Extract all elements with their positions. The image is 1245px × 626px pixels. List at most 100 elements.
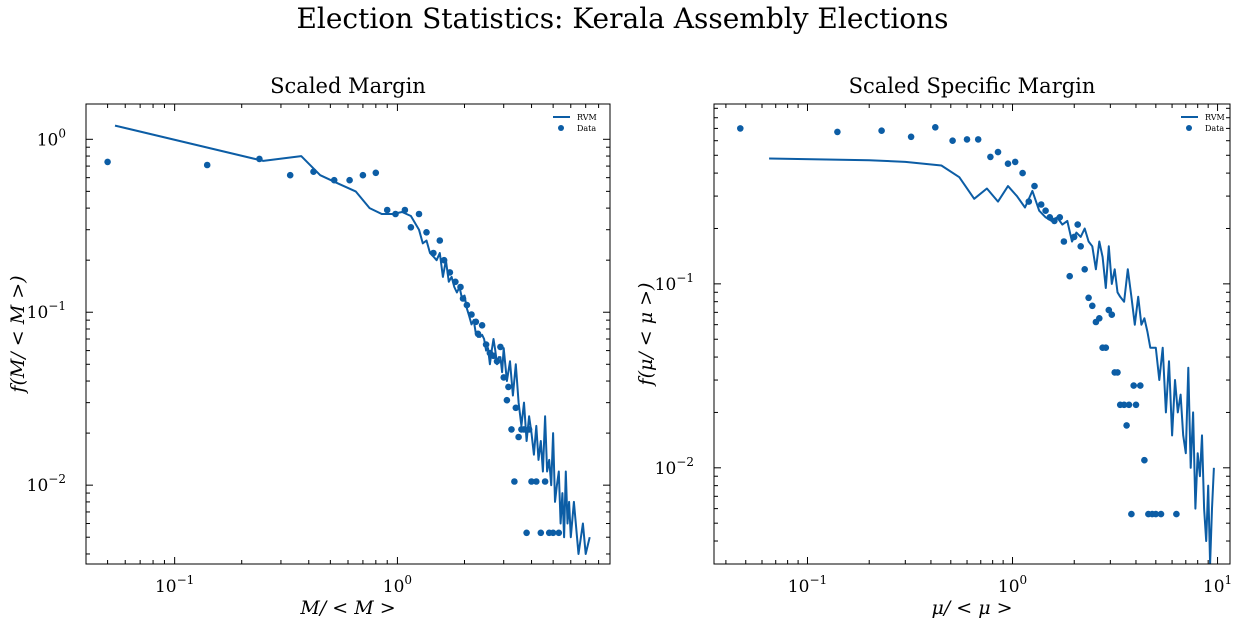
data-point — [1025, 198, 1033, 205]
data-point — [310, 168, 317, 175]
panel-scaled-specific-margin: Scaled Specific Margin 10−1 100 10110−210−… — [635, 74, 1232, 619]
data-point — [907, 133, 915, 141]
legend-marker-swatch — [1186, 125, 1192, 131]
data-point — [932, 124, 939, 131]
legend-label-rvm: RVM — [1205, 113, 1225, 122]
data-point — [1056, 214, 1064, 221]
plot-area — [737, 124, 1215, 564]
legend-label-data: Data — [577, 124, 596, 133]
x-tick-label: 101 — [1203, 573, 1232, 597]
data-point — [463, 301, 471, 309]
data-point — [472, 318, 480, 326]
y-axis-label: f(μ/ < μ >) — [635, 283, 657, 388]
data-point — [1096, 315, 1103, 322]
data-point — [440, 256, 448, 264]
x-tick-label: 100 — [383, 573, 412, 597]
data-point — [503, 396, 511, 404]
data-point — [457, 283, 464, 291]
panel-title: Scaled Margin — [270, 74, 426, 98]
data-point — [1066, 272, 1073, 280]
data-point — [500, 374, 508, 381]
data-point — [203, 161, 211, 169]
data-point — [1011, 158, 1019, 166]
data-point — [401, 206, 409, 214]
data-point — [541, 478, 549, 485]
data-point — [974, 136, 982, 143]
data-point — [497, 343, 504, 351]
tick-labels: 10−1 100 10−2 10−1 100 — [27, 126, 412, 597]
data-point — [1125, 401, 1133, 409]
axes-frame — [713, 103, 1231, 565]
data-point — [407, 224, 415, 231]
data-point — [478, 322, 486, 329]
data-point — [459, 295, 467, 302]
data-point — [737, 125, 744, 132]
data-point — [1132, 401, 1140, 409]
data-point — [523, 529, 530, 537]
data-point — [1077, 243, 1084, 250]
data-point — [1157, 510, 1165, 518]
x-tick-label: 10−1 — [788, 573, 827, 597]
series-line-rvm — [769, 157, 1215, 564]
data-point — [987, 153, 994, 161]
data-point — [555, 529, 563, 537]
data-point — [474, 330, 482, 338]
legend: RVM Data — [1181, 113, 1225, 133]
data-point — [104, 158, 111, 166]
data-point — [994, 148, 1002, 156]
data-point — [1042, 207, 1049, 214]
tick-labels: 10−1 100 101 10−2 10−1 — [655, 271, 1233, 597]
data-point — [878, 127, 885, 134]
data-point — [346, 176, 353, 184]
data-point — [1120, 401, 1128, 409]
y-tick-label: 10−2 — [27, 472, 66, 496]
data-point — [520, 426, 528, 433]
y-axis-label: f(M/ < M >) — [7, 275, 29, 394]
data-point — [1141, 456, 1148, 464]
data-point — [330, 176, 338, 184]
data-point — [515, 433, 522, 441]
data-point — [1051, 217, 1058, 225]
data-point — [537, 529, 545, 537]
x-axis-label: M/ < M > — [299, 597, 395, 619]
data-point — [525, 426, 533, 433]
data-point — [423, 229, 430, 236]
data-point — [1085, 294, 1092, 302]
data-point — [1089, 302, 1096, 310]
y-tick-label: 10−1 — [27, 299, 66, 323]
legend-label-data: Data — [1205, 124, 1224, 133]
data-point — [505, 383, 512, 391]
y-tick-label: 10−1 — [655, 271, 694, 295]
data-point — [286, 171, 294, 179]
x-axis-label: μ/ < μ > — [931, 597, 1012, 619]
data-point — [508, 426, 515, 433]
data-point — [383, 206, 391, 214]
data-point — [528, 478, 535, 485]
data-point — [1128, 510, 1135, 518]
data-point — [468, 311, 475, 318]
data-point — [1004, 160, 1012, 167]
x-tick-label: 10−1 — [155, 573, 194, 597]
data-point — [359, 171, 367, 179]
axes-frame — [85, 103, 611, 565]
tick-marks — [714, 104, 1230, 565]
data-point — [1152, 510, 1160, 518]
data-point — [452, 278, 459, 286]
data-point — [1108, 311, 1116, 319]
series-line-rvm — [114, 124, 591, 555]
y-tick-label: 10−2 — [655, 455, 694, 479]
data-point — [1102, 344, 1110, 352]
data-point — [1074, 221, 1081, 228]
data-point — [1037, 201, 1045, 208]
panel-title: Scaled Specific Margin — [849, 74, 1096, 98]
data-point — [436, 237, 444, 244]
data-point — [1130, 382, 1137, 389]
plot-area — [104, 124, 591, 555]
data-point — [392, 210, 399, 218]
data-point — [549, 529, 557, 537]
panel-scaled-margin: Scaled Margin 10−1 100 10−2 10−1 100 M/ < M … — [7, 74, 611, 619]
y-tick-label: 100 — [37, 126, 66, 150]
data-point — [1060, 238, 1068, 245]
data-point — [1173, 510, 1180, 518]
data-point — [1137, 382, 1144, 389]
